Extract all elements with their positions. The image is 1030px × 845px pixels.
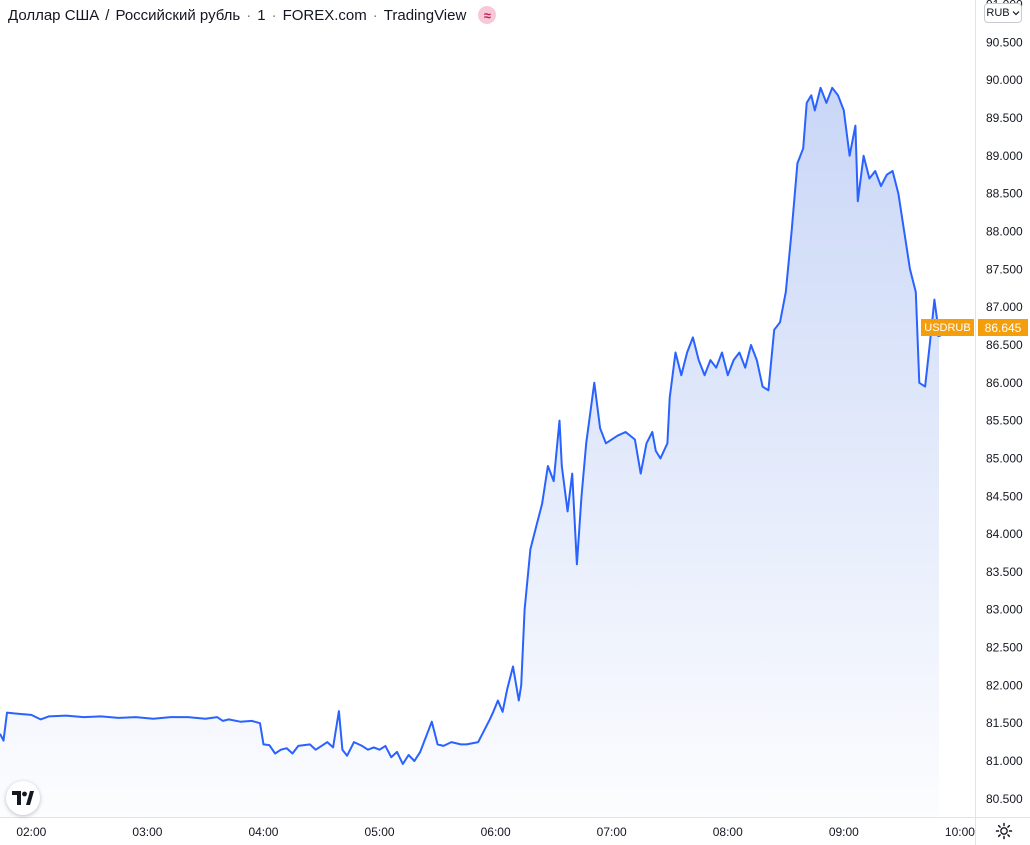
price-tick-label: 89.500	[986, 111, 1023, 125]
price-tick-label: 88.500	[986, 187, 1023, 201]
price-tick-label: 82.500	[986, 641, 1023, 655]
price-tick-label: 85.500	[986, 414, 1023, 428]
broker-label: FOREX.com	[282, 6, 367, 24]
symbol-quote[interactable]: Российский рубль	[115, 6, 241, 24]
chevron-down-icon	[1012, 11, 1020, 16]
price-tick-label: 81.000	[986, 754, 1023, 768]
currency-selector-button[interactable]: RUB	[984, 3, 1022, 23]
price-tick-label: 87.000	[986, 300, 1023, 314]
time-tick-label: 08:00	[713, 825, 743, 839]
market-status-icon[interactable]: ≈	[478, 6, 497, 24]
price-tick-label: 86.500	[986, 338, 1023, 352]
price-tick-label: 90.000	[986, 73, 1023, 87]
time-axis[interactable]: 02:00 03:00 04:00 05:00 06:00 07:00 08:00 09:00…	[16, 825, 975, 839]
price-area-fill	[0, 87, 939, 818]
price-tick-label: 81.500	[986, 716, 1023, 730]
time-tick-label: 09:00	[829, 825, 859, 839]
price-line	[0, 86, 940, 765]
time-tick-label: 06:00	[481, 825, 511, 839]
interval-label[interactable]: 1	[257, 6, 266, 24]
time-tick-label: 02:00	[16, 825, 46, 839]
time-tick-label: 04:00	[248, 825, 278, 839]
price-tick-label: 83.500	[986, 565, 1023, 579]
platform-label: TradingView	[383, 6, 467, 24]
price-tick-label: 82.000	[986, 678, 1023, 692]
price-tick-label: 85.000	[986, 451, 1023, 465]
price-tick-label: 88.000	[986, 224, 1023, 238]
time-tick-label: 10:00	[945, 825, 975, 839]
header-dot: ·	[271, 6, 277, 24]
symbol-separator: /	[105, 6, 110, 24]
price-tick-label: 87.500	[986, 262, 1023, 276]
chart-header: Доллар США / Российский рубль · 1 · FORE…	[8, 5, 497, 25]
price-tick-label: 90.500	[986, 35, 1023, 49]
price-tick-label: 83.000	[986, 603, 1023, 617]
price-axis[interactable]: 91.00090.50090.00089.50089.00088.50088.0…	[986, 0, 1023, 806]
price-tick-label: 86.000	[986, 376, 1023, 390]
symbol-price-tag: USDRUB	[921, 319, 974, 336]
currency-label: RUB	[986, 7, 1010, 19]
price-tick-label: 84.000	[986, 527, 1023, 541]
header-dot: ·	[372, 6, 378, 24]
symbol-base[interactable]: Доллар США	[8, 6, 100, 24]
gear-icon[interactable]	[993, 820, 1015, 842]
price-tick-label: 89.000	[986, 149, 1023, 163]
price-tick-label: 80.500	[986, 792, 1023, 806]
time-tick-label: 07:00	[597, 825, 627, 839]
tradingview-logo-icon[interactable]	[6, 781, 40, 815]
time-tick-label: 05:00	[365, 825, 395, 839]
last-price-tag: 86.645	[978, 319, 1028, 336]
header-dot: ·	[246, 6, 252, 24]
time-tick-label: 03:00	[132, 825, 162, 839]
price-tick-label: 84.500	[986, 489, 1023, 503]
